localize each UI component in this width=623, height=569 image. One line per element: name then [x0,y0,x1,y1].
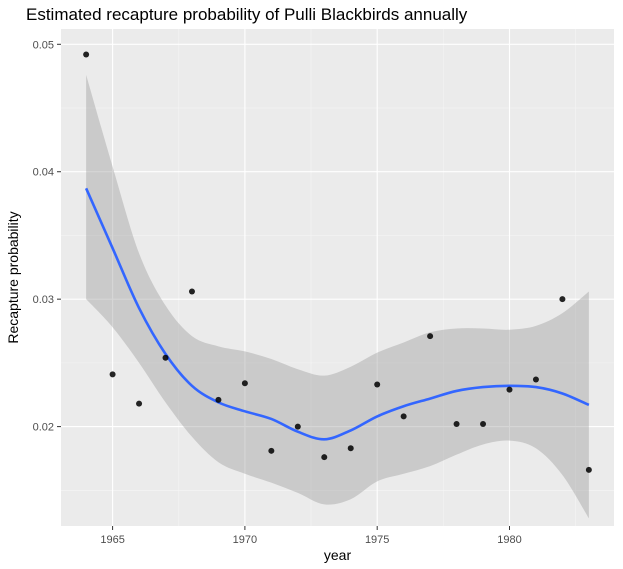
data-point [294,423,301,430]
x-tick-label: 1965 [100,534,124,546]
x-tick-label: 1980 [497,534,521,546]
data-points [83,51,592,473]
chart-title: Estimated recapture probability of Pulli… [26,5,468,24]
minor-gridlines [61,29,614,526]
data-point [506,386,513,393]
y-tick-label: 0.05 [33,39,54,51]
major-gridlines [61,29,614,526]
confidence-band [86,74,589,519]
data-point [453,421,460,428]
x-axis: 1965 1970 1975 1980 [100,526,522,546]
data-point [215,396,222,403]
y-axis-title: Recapture probability [5,211,21,343]
data-point [109,371,116,378]
y-axis: 0.02 0.03 0.04 0.05 [33,39,61,434]
data-point [268,447,275,454]
data-point [321,454,328,461]
y-tick-label: 0.03 [33,294,54,306]
plot-panel [61,29,614,526]
data-point [162,354,169,361]
data-point [136,400,143,407]
data-point [559,296,566,303]
data-point [188,288,195,295]
x-tick-label: 1970 [233,534,257,546]
data-point [347,445,354,452]
data-point [427,333,434,340]
x-tick-label: 1975 [365,534,389,546]
data-point [83,51,90,58]
smooth-trend-line [84,187,590,441]
data-point [241,380,248,387]
data-point [374,381,381,388]
data-point [400,413,407,420]
data-point [480,421,487,428]
y-tick-label: 0.04 [33,167,54,179]
data-point [585,466,592,473]
x-axis-title: year [324,547,352,563]
y-tick-label: 0.02 [33,422,54,434]
data-point [532,376,539,383]
